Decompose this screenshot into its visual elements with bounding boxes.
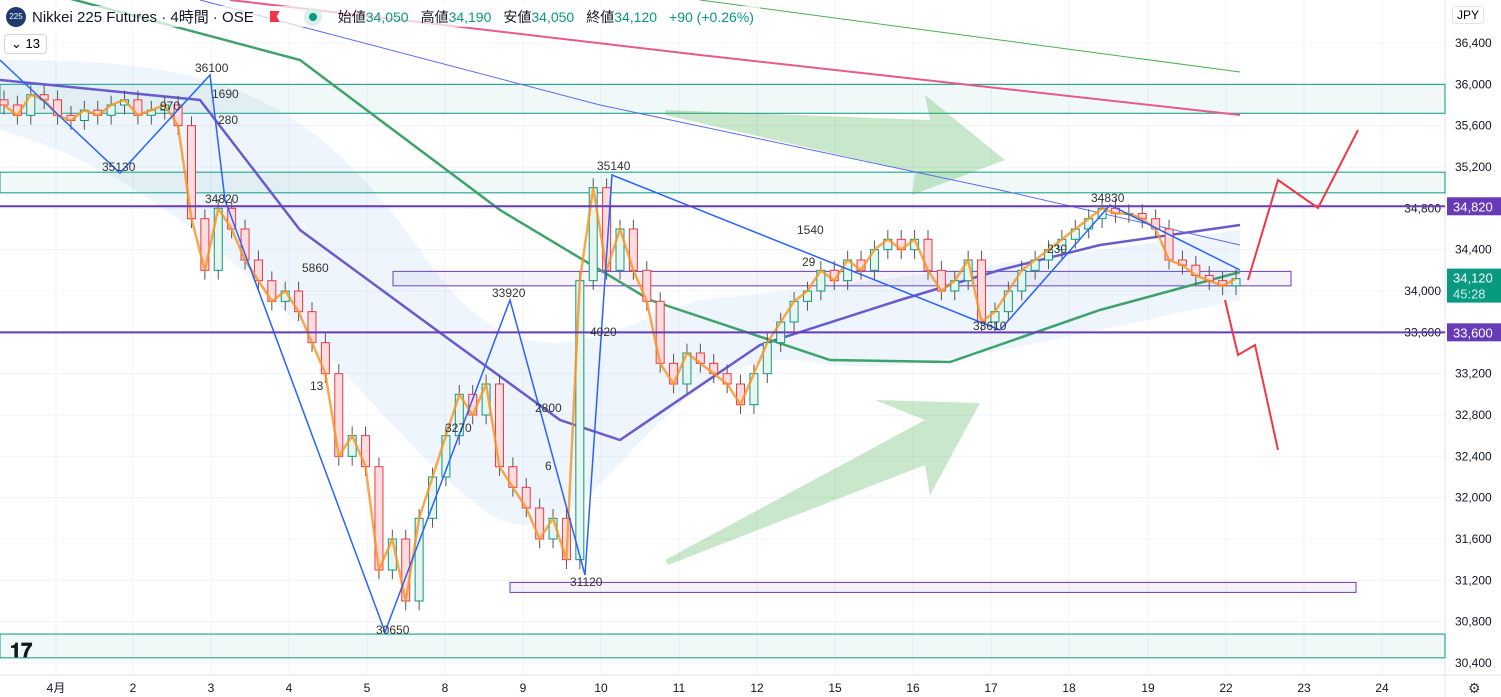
market-status-icon [303,7,322,26]
x-tick-label: 4 [286,681,293,695]
x-tick-label: 4月 [47,681,66,695]
close-label: 終値 [586,8,615,25]
y-tick-label: 34,000 [1404,284,1441,298]
zigzag-label: 2800 [535,401,562,415]
x-tick-label: 9 [520,681,527,695]
support-zone [0,633,1446,659]
currency-selector[interactable]: JPY [1452,6,1485,24]
zigzag-label: 33920 [492,286,526,300]
price-label: 34,120 [1453,271,1493,286]
indicator-toggle[interactable]: ⌄ 13 [4,34,47,54]
y-tick-label: 34,400 [1455,243,1492,257]
zigzag-label: 1540 [797,223,824,237]
ichimoku-cloud [0,60,1240,526]
y-tick-label: 34,800 [1404,201,1441,215]
zigzag-label: 30650 [376,623,410,637]
price-label: 34,820 [1453,199,1493,214]
x-tick-label: 24 [1375,681,1389,695]
y-tick-label: 35,600 [1455,119,1492,133]
price-label-badge [1447,323,1501,342]
zigzag-label: 280 [218,113,238,127]
x-tick-label: 12 [750,681,764,695]
y-tick-label: 31,600 [1455,532,1492,546]
y-tick-label: 32,800 [1455,408,1492,422]
x-tick-label: 10 [594,681,608,695]
forecast-up-arrow [1247,129,1359,281]
zigzag-label: 34820 [205,192,239,206]
settings-gear-icon[interactable]: ⚙ [1468,680,1481,696]
zigzag-line [0,59,1241,635]
support-zone [0,171,1446,194]
x-tick-label: 5 [364,681,371,695]
x-tick-label: 8 [442,681,449,695]
x-tick-label: 17 [984,681,998,695]
x-tick-label: 2 [130,681,137,695]
y-tick-label: 36,000 [1455,77,1492,91]
moving-average-line [70,0,1241,364]
zigzag-label: 5860 [302,261,329,275]
zigzag-label: 230 [1047,242,1067,256]
y-tick-label: 35,200 [1455,160,1492,174]
y-tick-label: 32,400 [1455,449,1492,463]
high-value: 34,190 [448,8,492,25]
price-label-badge [1447,268,1501,303]
y-tick-label: 33,200 [1455,367,1492,381]
x-tick-label: 19 [1141,681,1155,695]
x-tick-label: 11 [673,681,686,695]
low-value: 34,050 [531,8,575,25]
support-zone [0,83,1446,114]
y-tick-label: 30,800 [1455,615,1492,629]
zigzag-label: 4020 [590,325,617,339]
tradingview-logo: 𝟏𝟕 [10,640,33,662]
zigzag-label: 3270 [445,421,472,435]
zigzag-label: 1690 [212,87,239,101]
range-box [509,581,1357,593]
zigzag-label: 34830 [1091,191,1125,205]
moving-average-line [199,0,1241,246]
x-tick-label: 22 [1219,681,1233,695]
y-tick-label: 36,400 [1455,36,1492,50]
y-tick-label: 32,000 [1455,491,1492,505]
open-label: 始値 [337,8,366,25]
symbol-title[interactable]: Nikkei 225 Futures · 4時間 · OSE [32,9,254,26]
zigzag-label: 33610 [973,319,1007,333]
chart-header: 225 Nikkei 225 Futures · 4時間 · OSE 始値34,… [6,6,760,27]
low-label: 安値 [503,8,532,25]
x-tick-label: 16 [906,681,920,695]
zigzag-label: 31120 [570,575,603,589]
flag-icon[interactable] [269,11,280,22]
zigzag-label: 13 [310,379,324,393]
trend-arrow-icon [665,400,980,565]
zigzag-label: 35130 [102,160,136,174]
countdown-label: 45:28 [1453,287,1486,302]
x-tick-label: 18 [1062,681,1076,695]
y-tick-label: 31,200 [1455,573,1492,587]
zigzag-label: 35140 [597,159,631,173]
price-label: 33,600 [1453,325,1493,340]
zigzag-label: 970 [160,99,180,113]
zigzag-label: 6 [545,459,552,473]
x-tick-label: 23 [1297,681,1311,695]
indicator-count: 13 [25,36,40,51]
zigzag-label: 36100 [195,61,229,75]
price-label-badge [1447,197,1501,216]
change-value: +90 (+0.26%) [669,8,754,25]
high-label: 高値 [420,8,449,25]
zigzag-label: 29 [802,255,816,269]
x-tick-label: 15 [828,681,842,695]
forecast-down-arrow [1224,299,1279,451]
moving-average-line [3,93,1237,602]
range-box [392,270,1292,287]
y-tick-label: 30,400 [1455,656,1492,670]
trend-arrow-icon [665,95,1005,195]
candle [0,99,9,106]
moving-average-line [699,0,1241,73]
x-tick-label: 3 [208,681,215,695]
close-value: 34,120 [614,8,658,25]
open-value: 34,050 [365,8,409,25]
symbol-badge: 225 [6,6,26,27]
